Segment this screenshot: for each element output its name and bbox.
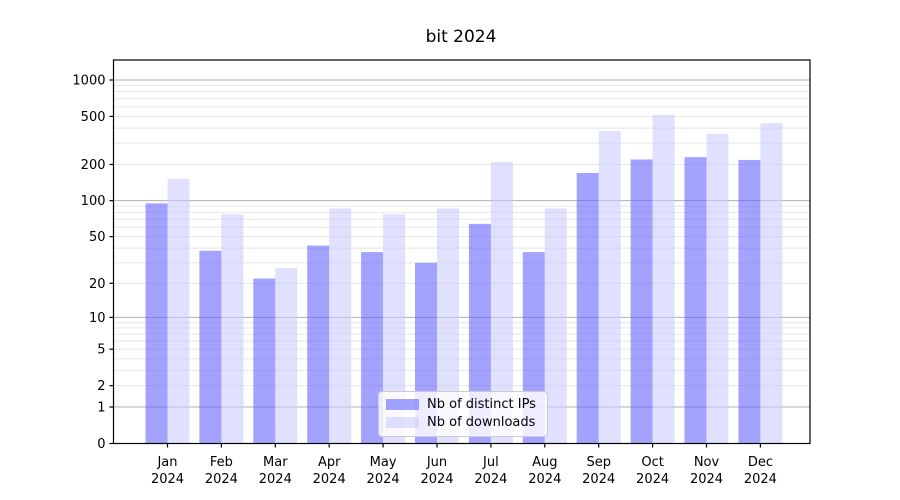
y-tick-label: 10 xyxy=(89,311,106,326)
y-tick-label: 200 xyxy=(81,158,106,173)
bar-distinct-ips xyxy=(253,278,276,444)
x-tick-label: Oct 2024 xyxy=(636,455,669,487)
legend-item-downloads: Nb of downloads xyxy=(386,415,538,430)
bar-downloads xyxy=(598,131,621,444)
x-tick-label: Jul 2024 xyxy=(474,455,507,487)
y-tick-label: 500 xyxy=(81,110,106,125)
bar-downloads xyxy=(167,178,190,444)
bar-downloads xyxy=(760,123,783,444)
bar-downloads xyxy=(544,208,567,444)
bar-downloads xyxy=(437,208,459,444)
bar-downloads xyxy=(652,114,675,444)
chart-title: bit 2024 xyxy=(425,27,497,47)
bar-distinct-ips xyxy=(684,157,707,444)
bar-downloads xyxy=(275,268,298,444)
legend-label-downloads: Nb of downloads xyxy=(427,415,536,430)
bar-distinct-ips xyxy=(468,223,491,444)
x-tick-label: Dec 2024 xyxy=(744,455,777,487)
x-tick-label: Aug 2024 xyxy=(528,455,561,487)
y-tick-label: 1000 xyxy=(72,74,105,89)
y-tick-label: 20 xyxy=(89,277,106,292)
x-tick-label: Apr 2024 xyxy=(313,455,346,487)
bar-downloads xyxy=(221,214,244,444)
bar-downloads xyxy=(383,214,406,444)
y-tick-label: 1 xyxy=(97,401,105,416)
x-tick-label: May 2024 xyxy=(367,455,400,487)
x-tick-label: Sep 2024 xyxy=(582,455,615,487)
y-tick-label: 2 xyxy=(97,379,105,394)
legend: Nb of distinct IPs Nb of downloads xyxy=(378,391,548,437)
bar-distinct-ips xyxy=(738,159,761,444)
bar-distinct-ips xyxy=(630,159,653,444)
legend-swatch-distinct-ips xyxy=(386,399,419,410)
x-tick-label: Mar 2024 xyxy=(259,455,292,487)
y-tick-label: 0 xyxy=(97,437,105,452)
bar-distinct-ips xyxy=(361,252,384,444)
bar-downloads xyxy=(490,161,513,444)
legend-swatch-downloads xyxy=(386,417,419,428)
bar-distinct-ips xyxy=(576,172,599,444)
legend-label-distinct-ips: Nb of distinct IPs xyxy=(427,397,536,412)
y-tick-label: 5 xyxy=(97,343,105,358)
x-tick-label: Nov 2024 xyxy=(690,455,723,487)
x-tick-label: Feb 2024 xyxy=(205,455,238,487)
x-tick-label: Jun 2024 xyxy=(420,455,453,487)
x-tick-label: Jan 2024 xyxy=(151,455,184,487)
bar-downloads xyxy=(329,208,352,444)
bar-downloads xyxy=(706,133,729,444)
bar-distinct-ips xyxy=(145,203,168,444)
y-tick-label: 50 xyxy=(89,230,106,245)
legend-item-distinct-ips: Nb of distinct IPs xyxy=(386,397,538,412)
plot-frame xyxy=(112,59,811,445)
y-tick-label: 100 xyxy=(81,194,106,209)
bar-distinct-ips xyxy=(307,245,330,444)
bar-distinct-ips xyxy=(199,250,222,444)
